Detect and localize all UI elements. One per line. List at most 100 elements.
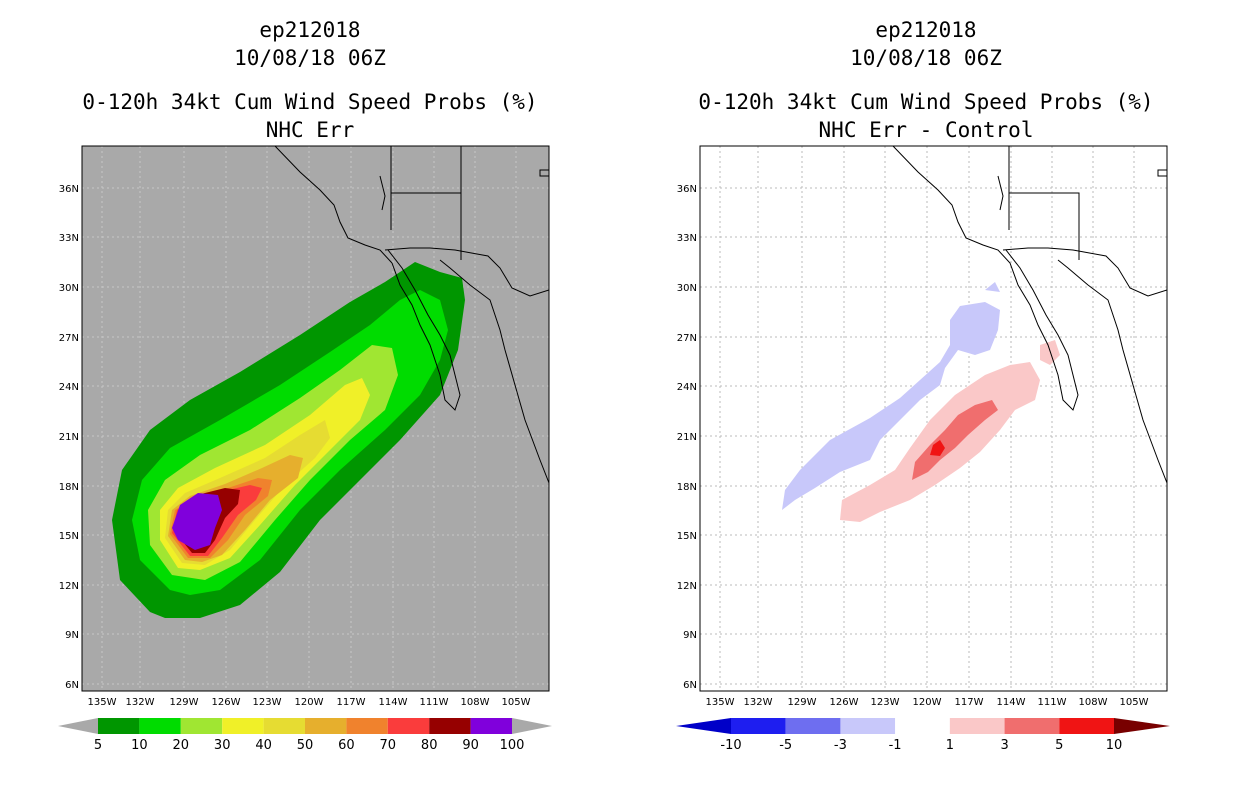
right-lon-labels: 135W 132W 129W 126W 123W 120W 117W 114W … <box>706 697 1149 708</box>
colorbar-label: -3 <box>834 738 847 753</box>
colorbar-label: 5 <box>1055 738 1063 753</box>
left-lon-labels: 135W 132W 129W 126W 123W 120W 117W 114W … <box>88 697 531 708</box>
lon-label: 123W <box>253 697 282 708</box>
right-lat-labels: 36N 33N 30N 27N 24N 21N 18N 15N 12N 9N 6… <box>677 184 697 691</box>
left-title-storm: ep212018 <box>259 18 361 42</box>
right-title-subtitle: NHC Err - Control <box>818 118 1034 142</box>
diff-plus-3-contour <box>912 400 998 480</box>
colorbar-under-arrow <box>676 718 731 734</box>
lon-label: 135W <box>706 697 735 708</box>
colorbar-swatch <box>305 718 347 734</box>
lon-label: 111W <box>1038 697 1067 708</box>
colorbar-swatch <box>98 718 140 734</box>
colorbar-label: 5 <box>94 738 102 753</box>
left-title-product: 0-120h 34kt Cum Wind Speed Probs (%) <box>82 90 538 114</box>
colorbar-swatch <box>731 718 786 734</box>
lat-label: 18N <box>677 482 697 493</box>
lat-label: 15N <box>677 531 697 542</box>
right-coastline <box>892 146 1167 484</box>
colorbar-under-arrow <box>58 718 98 734</box>
left-coastline <box>274 146 549 484</box>
lat-label: 24N <box>59 382 79 393</box>
right-grid <box>700 146 1167 691</box>
lat-label: 27N <box>59 333 79 344</box>
lat-label: 36N <box>59 184 79 195</box>
lat-label: 30N <box>59 283 79 294</box>
colorbar-swatch <box>139 718 181 734</box>
colorbar-swatch <box>346 718 388 734</box>
lon-label: 129W <box>788 697 817 708</box>
colorbar-swatch <box>1059 718 1114 734</box>
right-colorbar-swatches <box>731 718 1114 734</box>
left-title-subtitle: NHC Err <box>265 118 355 142</box>
diff-minus-1-contour <box>985 282 1000 292</box>
colorbar-label: 3 <box>1000 738 1008 753</box>
lon-label: 108W <box>461 697 490 708</box>
lat-label: 6N <box>683 680 697 691</box>
left-colorbar-swatches <box>98 718 512 734</box>
lat-label: 33N <box>59 233 79 244</box>
colorbar-label: 60 <box>338 738 355 753</box>
lon-label: 120W <box>295 697 324 708</box>
colorbar-label: -1 <box>889 738 902 753</box>
lon-label: 132W <box>744 697 773 708</box>
colorbar-over-arrow <box>1114 718 1170 734</box>
colorbar-label: 30 <box>214 738 231 753</box>
lon-label: 126W <box>830 697 859 708</box>
colorbar-swatch <box>840 718 896 734</box>
lon-label: 120W <box>913 697 942 708</box>
colorbar-swatch <box>1004 718 1060 734</box>
colorbar-label: 100 <box>500 738 525 753</box>
lon-label: 114W <box>997 697 1026 708</box>
lon-label: 135W <box>88 697 117 708</box>
lon-label: 105W <box>502 697 531 708</box>
left-colorbar-labels: 5 10 20 30 40 50 60 70 80 90 100 <box>94 738 525 753</box>
colorbar-label: 70 <box>380 738 397 753</box>
left-probability-map: 36N 33N 30N 27N 24N 21N 18N 15N 12N 9N 6… <box>59 145 550 708</box>
colorbar-label: 40 <box>255 738 272 753</box>
lat-label: 30N <box>677 283 697 294</box>
lon-label: 108W <box>1079 697 1108 708</box>
lon-label: 132W <box>126 697 155 708</box>
colorbar-swatch <box>180 718 223 734</box>
lat-label: 9N <box>65 630 79 641</box>
lat-label: 21N <box>59 432 79 443</box>
diff-plus-5-contour <box>930 440 945 456</box>
right-title-date: 10/08/18 06Z <box>850 46 1002 70</box>
lat-label: 9N <box>683 630 697 641</box>
colorbar-label: 90 <box>462 738 479 753</box>
colorbar-label: -10 <box>720 738 741 753</box>
lon-label: 123W <box>871 697 900 708</box>
right-difference-map: 36N 33N 30N 27N 24N 21N 18N 15N 12N 9N 6… <box>677 145 1168 708</box>
diff-minus-1-contour <box>782 302 1000 510</box>
lon-label: 105W <box>1120 697 1149 708</box>
lat-label: 12N <box>677 581 697 592</box>
colorbar-label: 20 <box>173 738 190 753</box>
lon-label: 117W <box>955 697 984 708</box>
right-title-product: 0-120h 34kt Cum Wind Speed Probs (%) <box>698 90 1154 114</box>
colorbar-label: 1 <box>946 738 954 753</box>
lat-label: 15N <box>59 531 79 542</box>
colorbar-label: 10 <box>1106 738 1123 753</box>
right-colorbar-labels: -10 -5 -3 -1 1 3 5 10 <box>720 738 1122 753</box>
lat-label: 6N <box>65 680 79 691</box>
left-title-date: 10/08/18 06Z <box>234 46 386 70</box>
colorbar-label: 80 <box>421 738 438 753</box>
lat-label: 18N <box>59 482 79 493</box>
lat-label: 33N <box>677 233 697 244</box>
lon-label: 126W <box>212 697 241 708</box>
lat-label: 27N <box>677 333 697 344</box>
colorbar-label: -5 <box>779 738 792 753</box>
colorbar-swatch <box>895 718 950 734</box>
lat-label: 24N <box>677 382 697 393</box>
colorbar-swatch <box>949 718 1005 734</box>
lat-label: 36N <box>677 184 697 195</box>
left-probability-contours <box>112 262 465 618</box>
lon-label: 129W <box>170 697 199 708</box>
colorbar-label: 50 <box>297 738 314 753</box>
right-colorbar: -10 -5 -3 -1 1 3 5 10 <box>676 718 1170 753</box>
colorbar-swatch <box>470 718 512 734</box>
prob-90-contour <box>172 493 222 550</box>
lat-label: 12N <box>59 581 79 592</box>
lon-label: 111W <box>420 697 449 708</box>
